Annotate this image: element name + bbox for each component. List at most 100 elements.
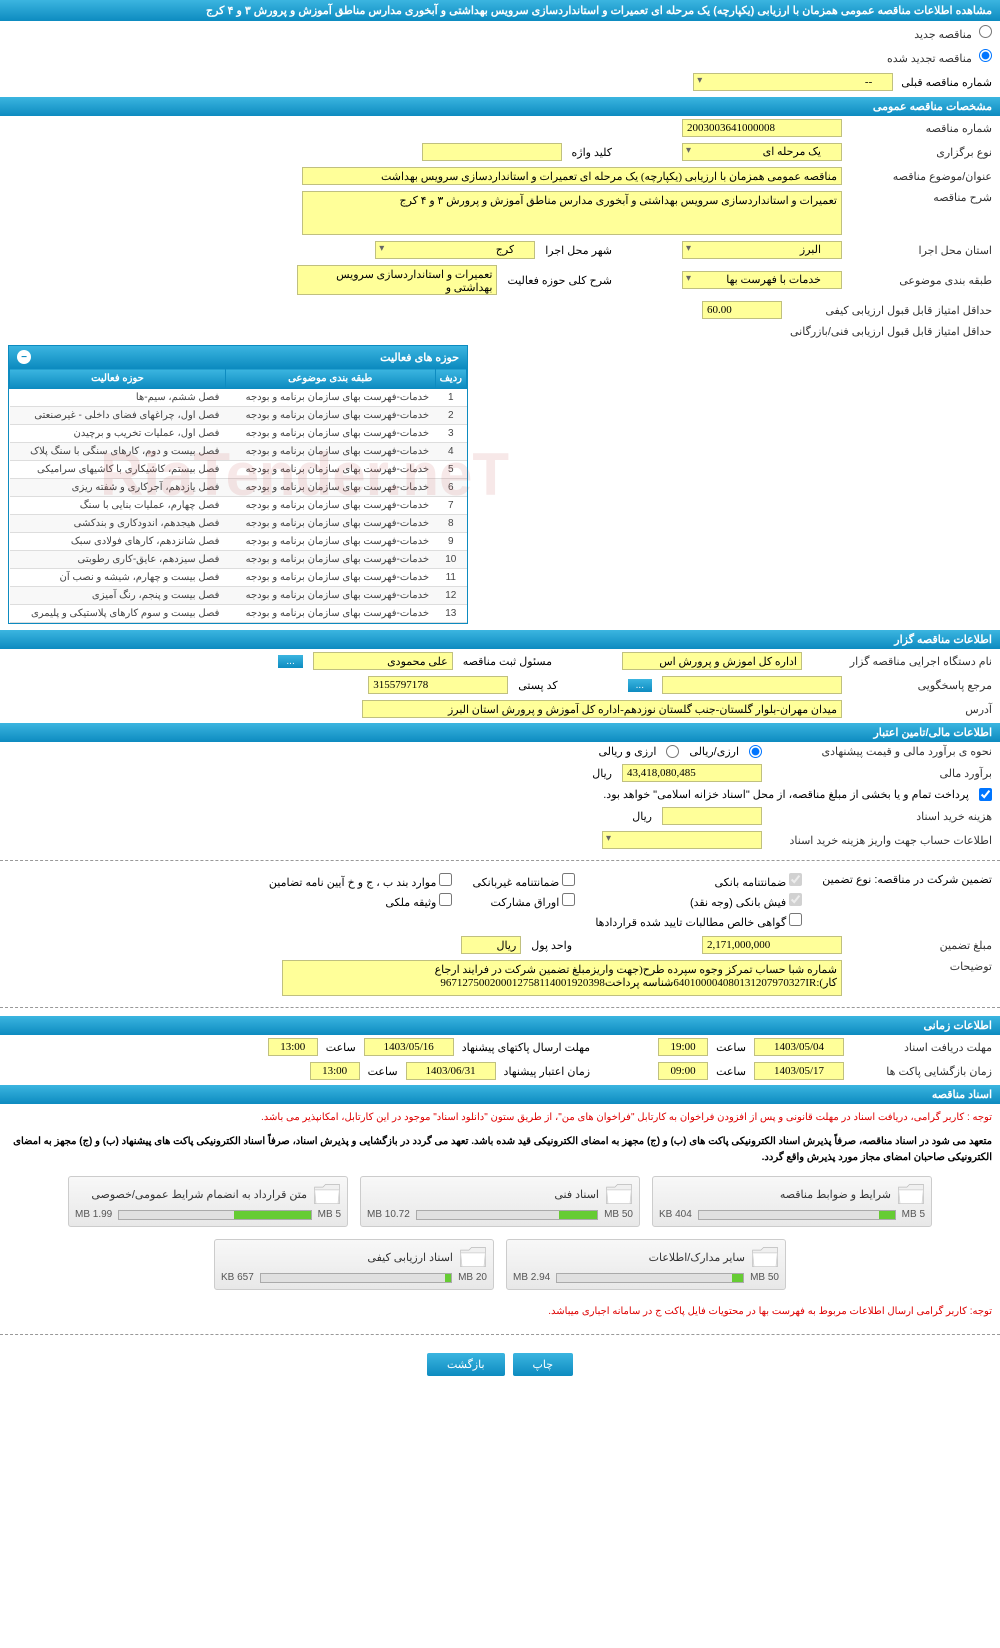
validity-time[interactable] <box>310 1062 360 1080</box>
section-time: اطلاعات زمانی <box>0 1016 1000 1035</box>
nonbank-checkbox[interactable] <box>562 873 575 886</box>
address-label: آدرس <box>852 703 992 716</box>
subject-input[interactable] <box>302 167 842 185</box>
doc-size: 657 KB <box>221 1272 254 1283</box>
unit-input[interactable] <box>461 936 521 954</box>
tender-no-input[interactable] <box>682 119 842 137</box>
docs-bottom-note: توجه: کاربر گرامی ارسال اطلاعات مربوط به… <box>0 1298 1000 1326</box>
docs-note-2: متعهد می شود در اسناد مناقصه، صرفاً پذیر… <box>0 1132 1000 1168</box>
keyword-input[interactable] <box>422 143 562 161</box>
method-both-radio[interactable] <box>666 745 679 758</box>
property-label: وثیقه ملکی <box>385 897 436 909</box>
doc-max: 5 MB <box>318 1209 341 1220</box>
doc-card[interactable]: شرایط و ضوابط مناقصه5 MB404 KB <box>652 1176 932 1227</box>
unit-label: واحد پول <box>531 939 572 952</box>
doc-card[interactable]: سایر مدارک/اطلاعات50 MB2.94 MB <box>506 1239 786 1290</box>
activity-panel: حوزه های فعالیت − ردیف طبقه بندی موضوعی … <box>8 345 468 624</box>
category-select[interactable]: خدمات با فهرست بها <box>682 271 842 289</box>
bank-checkbox[interactable] <box>789 873 802 886</box>
validity-date[interactable] <box>406 1062 496 1080</box>
col-activity: حوزه فعالیت <box>10 369 226 389</box>
tender-no-label: شماره مناقصه <box>852 122 992 135</box>
shares-checkbox[interactable] <box>562 893 575 906</box>
minimize-icon[interactable]: − <box>17 350 31 364</box>
treasury-checkbox[interactable] <box>979 788 992 801</box>
activity-table: ردیف طبقه بندی موضوعی حوزه فعالیت 1خدمات… <box>9 368 467 623</box>
table-row: 7خدمات-فهرست بهای سازمان برنامه و بودجهف… <box>10 497 467 515</box>
org-input[interactable] <box>622 652 802 670</box>
table-row: 13خدمات-فهرست بهای سازمان برنامه و بودجه… <box>10 605 467 623</box>
docs-note-1: توجه : کاربر گرامی، دریافت اسناد در مهلت… <box>0 1104 1000 1132</box>
open-date[interactable] <box>754 1062 844 1080</box>
desc-textarea[interactable]: تعمیرات و استانداردسازی سرویس بهداشتی و … <box>302 191 842 235</box>
folder-icon <box>897 1183 925 1205</box>
table-row: 6خدمات-فهرست بهای سازمان برنامه و بودجهف… <box>10 479 467 497</box>
resp-more-button[interactable]: ... <box>278 655 302 668</box>
city-select[interactable]: کرج <box>375 241 535 259</box>
table-row: 9خدمات-فهرست بهای سازمان برنامه و بودجهف… <box>10 533 467 551</box>
back-button[interactable]: بازگشت <box>427 1353 505 1376</box>
subject-label: عنوان/موضوع مناقصه <box>852 170 992 183</box>
bonds-checkbox[interactable] <box>439 873 452 886</box>
province-select[interactable]: البرز <box>682 241 842 259</box>
receivables-checkbox[interactable] <box>789 913 802 926</box>
doc-max: 50 MB <box>604 1209 633 1220</box>
activity-desc-textarea[interactable]: تعمیرات و استانداردسازی سرویس بهداشتی و <box>297 265 497 295</box>
contact-input[interactable] <box>662 676 842 694</box>
address-input[interactable] <box>362 700 842 718</box>
method-rial-radio[interactable] <box>749 745 762 758</box>
cash-checkbox[interactable] <box>789 893 802 906</box>
offer-deadline-time[interactable] <box>268 1038 318 1056</box>
doc-fee-rial: ریال <box>632 810 652 823</box>
postal-input[interactable] <box>368 676 508 694</box>
doc-max: 50 MB <box>750 1272 779 1283</box>
folder-icon <box>605 1183 633 1205</box>
doc-deadline-time[interactable] <box>658 1038 708 1056</box>
section-docs: اسناد مناقصه <box>0 1085 1000 1104</box>
prev-tender-select[interactable]: -- <box>693 73 893 91</box>
table-row: 4خدمات-فهرست بهای سازمان برنامه و بودجهف… <box>10 443 467 461</box>
time-label-3: ساعت <box>716 1065 746 1078</box>
min-tech-label: حداقل امتیاز قابل قبول ارزیابی فنی/بازرگ… <box>772 325 992 338</box>
resp-input[interactable] <box>313 652 453 670</box>
open-time[interactable] <box>658 1062 708 1080</box>
receivables-label: گواهی خالص مطالبات تایید شده قراردادها <box>595 917 786 929</box>
time-label-2: ساعت <box>326 1041 356 1054</box>
col-row: ردیف <box>435 369 466 389</box>
city-label: شهر محل اجرا <box>545 244 612 257</box>
doc-size: 1.99 MB <box>75 1209 112 1220</box>
guarantee-notes-textarea[interactable]: شماره شبا حساب تمرکز وجوه سپرده طرح(جهت … <box>282 960 842 996</box>
account-select[interactable] <box>602 831 762 849</box>
doc-card[interactable]: اسناد فنی50 MB10.72 MB <box>360 1176 640 1227</box>
doc-deadline-date[interactable] <box>754 1038 844 1056</box>
activity-desc-label: شرح کلی حوزه فعالیت <box>507 274 612 287</box>
property-checkbox[interactable] <box>439 893 452 906</box>
type-select[interactable]: یک مرحله ای <box>682 143 842 161</box>
offer-deadline-label: مهلت ارسال پاکتهای پیشنهاد <box>462 1041 590 1054</box>
print-button[interactable]: چاپ <box>513 1353 574 1376</box>
section-finance: اطلاعات مالی/تامین اعتبار <box>0 723 1000 742</box>
table-row: 3خدمات-فهرست بهای سازمان برنامه و بودجهف… <box>10 425 467 443</box>
prev-tender-label: شماره مناقصه قبلی <box>901 76 992 89</box>
progress-bar <box>416 1210 598 1220</box>
estimate-label: برآورد مالی <box>772 767 992 780</box>
doc-card[interactable]: اسناد ارزیابی کیفی20 MB657 KB <box>214 1239 494 1290</box>
contact-more-button[interactable]: ... <box>628 679 652 692</box>
offer-deadline-date[interactable] <box>364 1038 454 1056</box>
validity-label: زمان اعتبار پیشنهاد <box>504 1065 591 1078</box>
radio-new-label: مناقصه جدید <box>914 29 972 41</box>
estimate-input[interactable] <box>622 764 762 782</box>
doc-card-title: شرایط و ضوابط مناقصه <box>659 1188 891 1201</box>
radio-new-tender[interactable] <box>979 25 992 38</box>
doc-max: 20 MB <box>458 1272 487 1283</box>
doc-size: 10.72 MB <box>367 1209 410 1220</box>
type-label: نوع برگزاری <box>852 146 992 159</box>
radio-renew-tender[interactable] <box>979 49 992 62</box>
doc-fee-input[interactable] <box>662 807 762 825</box>
progress-bar <box>260 1273 452 1283</box>
guarantee-amount-input[interactable] <box>702 936 842 954</box>
doc-deadline-label: مهلت دریافت اسناد <box>852 1041 992 1054</box>
desc-label: شرح مناقصه <box>852 191 992 204</box>
min-score-input[interactable] <box>702 301 782 319</box>
doc-card[interactable]: متن قرارداد به انضمام شرایط عمومی/خصوصی5… <box>68 1176 348 1227</box>
